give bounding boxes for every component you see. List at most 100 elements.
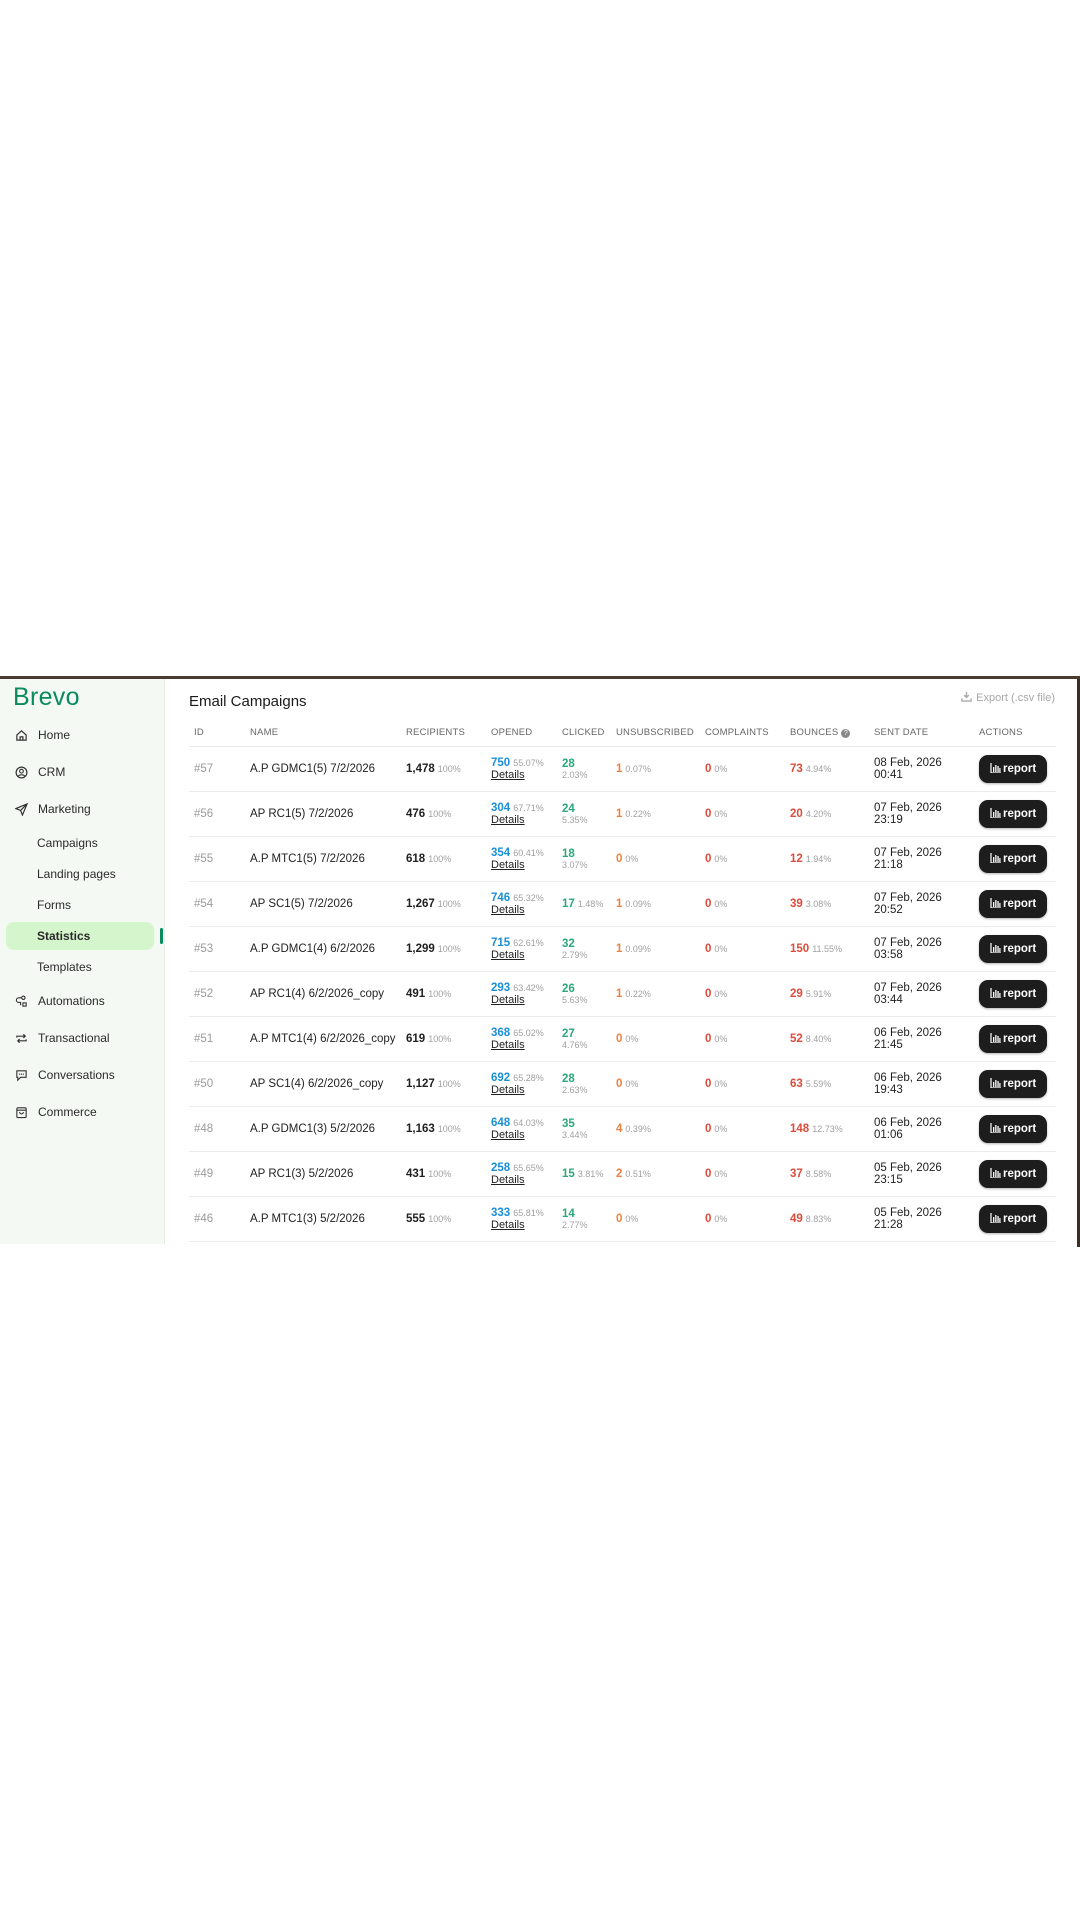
- report-button[interactable]: report: [979, 1025, 1048, 1053]
- sidebar-subitem-statistics[interactable]: Statistics: [37, 929, 91, 943]
- report-button[interactable]: report: [979, 1115, 1048, 1143]
- column-header-sent-date[interactable]: SENT DATE: [869, 719, 974, 747]
- campaign-name[interactable]: AP RC1(5) 7/2/2026: [245, 791, 401, 837]
- campaign-name[interactable]: A.P GDMC1(5) 7/2/2026: [245, 746, 401, 792]
- report-label: report: [1003, 1213, 1037, 1225]
- active-item-highlight: [6, 922, 154, 950]
- report-label: report: [1003, 808, 1037, 820]
- sidebar-item-crm[interactable]: CRM: [14, 762, 65, 782]
- bounces-cell: 20 4.20%: [785, 791, 869, 837]
- report-button[interactable]: report: [979, 800, 1048, 828]
- column-header-actions[interactable]: ACTIONS: [974, 719, 1056, 747]
- sidebar-item-home[interactable]: Home: [14, 725, 70, 745]
- report-button[interactable]: report: [979, 755, 1048, 783]
- complaints-percent: 0%: [714, 899, 728, 909]
- campaign-name[interactable]: AP RC1(4) 6/2/2026_copy: [245, 971, 401, 1017]
- unsubscribed-percent: 0%: [625, 854, 639, 864]
- recipients-percent: 100%: [428, 989, 452, 999]
- details-link[interactable]: Details: [491, 814, 525, 826]
- clicked-cell: 24 5.35%: [557, 791, 611, 837]
- report-button[interactable]: report: [979, 890, 1048, 918]
- campaign-name[interactable]: A.P MTC1(3) 5/2/2026: [245, 1196, 401, 1242]
- report-button[interactable]: report: [979, 1070, 1048, 1098]
- brevo-logo[interactable]: Brevo: [13, 683, 80, 711]
- opened-cell: 333 65.81% Details: [486, 1196, 557, 1242]
- campaign-name[interactable]: AP RC1(3) 5/2/2026: [245, 1151, 401, 1197]
- export-label: Export (.csv file): [976, 692, 1055, 704]
- help-icon[interactable]: ?: [841, 729, 851, 738]
- unsubscribed-percent: 0.39%: [625, 1124, 651, 1134]
- report-button[interactable]: report: [979, 935, 1048, 963]
- sidebar-subitem-templates[interactable]: Templates: [37, 960, 92, 974]
- column-header-bounces[interactable]: BOUNCES?: [785, 719, 869, 747]
- sidebar-item-commerce[interactable]: Commerce: [14, 1102, 97, 1122]
- sent-time: 03:44: [874, 994, 903, 1006]
- campaign-name[interactable]: A.P MTC1(5) 7/2/2026: [245, 836, 401, 882]
- details-link[interactable]: Details: [491, 1129, 525, 1141]
- sent-date: 05 Feb, 2026: [874, 1162, 942, 1174]
- bounces-cell: 150 11.55%: [785, 926, 869, 972]
- bounces-value: 52: [790, 1033, 803, 1045]
- bounces-value: 148: [790, 1123, 810, 1135]
- complaints-percent: 0%: [714, 854, 728, 864]
- table-row: #53 A.P GDMC1(4) 6/2/2026 1,299 100% 715 62.6…: [189, 926, 1056, 972]
- campaign-name[interactable]: A.P GDMC1(3) 5/2/2026: [245, 1106, 401, 1152]
- unsubscribed-cell: 1 0.22%: [611, 791, 700, 837]
- details-link[interactable]: Details: [491, 859, 525, 871]
- opened-value: 304: [491, 802, 511, 814]
- unsubscribed-percent: 0.22%: [625, 809, 651, 819]
- actions-cell: report: [974, 1016, 1056, 1062]
- campaign-name[interactable]: AP SC1(4) 6/2/2026_copy: [245, 1061, 401, 1107]
- column-header-opened[interactable]: OPENED: [486, 719, 557, 747]
- details-link[interactable]: Details: [491, 769, 525, 781]
- clicked-percent: 2.03%: [562, 770, 588, 780]
- column-header-id[interactable]: ID: [189, 719, 245, 747]
- sidebar-item-automations[interactable]: Automations: [14, 991, 105, 1011]
- column-header-clicked[interactable]: CLICKED: [557, 719, 611, 747]
- report-label: report: [1003, 988, 1037, 1000]
- details-link[interactable]: Details: [491, 994, 525, 1006]
- campaign-name[interactable]: A.P GDMC1(4) 6/2/2026: [245, 926, 401, 972]
- sidebar-subitem-campaigns[interactable]: Campaigns: [37, 836, 98, 850]
- bar-chart-icon: [990, 762, 1001, 776]
- details-link[interactable]: Details: [491, 1039, 525, 1051]
- column-header-name[interactable]: NAME: [245, 719, 401, 747]
- sidebar-subitem-forms[interactable]: Forms: [37, 898, 71, 912]
- column-header-unsubscribed[interactable]: UNSUBSCRIBED: [611, 719, 700, 747]
- bounces-cell: 29 5.91%: [785, 971, 869, 1017]
- column-header-complaints[interactable]: COMPLAINTS: [700, 719, 785, 747]
- bounces-value: 29: [790, 988, 803, 1000]
- sidebar-item-marketing[interactable]: Marketing: [14, 799, 91, 819]
- clicked-percent: 5.35%: [562, 815, 588, 825]
- campaign-name[interactable]: AP SC1(5) 7/2/2026: [245, 881, 401, 927]
- report-button[interactable]: report: [979, 1205, 1048, 1233]
- details-link[interactable]: Details: [491, 1174, 525, 1186]
- recipients-value: 431: [406, 1168, 426, 1180]
- details-link[interactable]: Details: [491, 1084, 525, 1096]
- sidebar-item-conversations[interactable]: Conversations: [14, 1065, 115, 1085]
- report-button[interactable]: report: [979, 845, 1048, 873]
- report-button[interactable]: report: [979, 980, 1048, 1008]
- clicked-percent: 2.77%: [562, 1220, 588, 1230]
- unsubscribed-value: 0: [616, 1213, 623, 1225]
- sidebar-item-transactional[interactable]: Transactional: [14, 1028, 110, 1048]
- campaign-name[interactable]: A.P MTC1(4) 6/2/2026_copy: [245, 1016, 401, 1062]
- unsubscribed-cell: 0 0%: [611, 1061, 700, 1107]
- export-csv-button[interactable]: Export (.csv file): [961, 691, 1055, 705]
- details-link[interactable]: Details: [491, 1219, 525, 1231]
- complaints-cell: 0 0%: [700, 791, 785, 837]
- table-row: #54 AP SC1(5) 7/2/2026 1,267 100% 746 65.32% D…: [189, 881, 1056, 927]
- unsubscribed-percent: 0.09%: [625, 899, 651, 909]
- campaign-id: #52: [189, 971, 245, 1017]
- recipients-percent: 100%: [428, 1214, 452, 1224]
- recipients-percent: 100%: [437, 1079, 461, 1089]
- details-link[interactable]: Details: [491, 949, 525, 961]
- bar-chart-icon: [990, 1077, 1001, 1091]
- details-link[interactable]: Details: [491, 904, 525, 916]
- column-header-recipients[interactable]: RECIPIENTS: [401, 719, 486, 747]
- sidebar-item-label: CRM: [38, 765, 66, 779]
- report-button[interactable]: report: [979, 1160, 1048, 1188]
- sidebar-subitem-landing-pages[interactable]: Landing pages: [37, 867, 116, 881]
- actions-cell: report: [974, 881, 1056, 927]
- home-icon: [14, 728, 28, 742]
